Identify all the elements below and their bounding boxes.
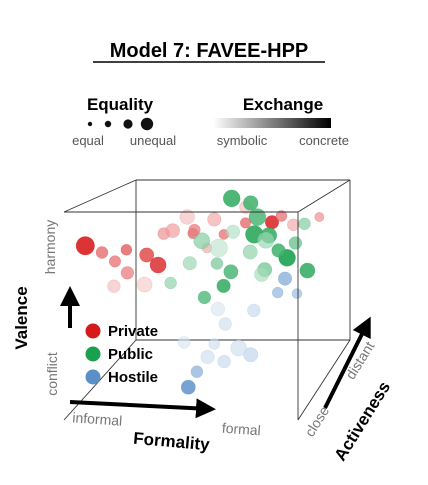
size-legend-low-label: equal	[72, 133, 104, 148]
point-public-11	[182, 256, 197, 271]
size-legend-dot-2	[104, 120, 112, 128]
series-legend: Private Public Hostile	[85, 323, 158, 386]
z-axis-high-label: harmony	[42, 220, 58, 274]
point-hostile-10	[277, 271, 292, 286]
point-hostile-1	[180, 379, 196, 395]
point-public-15	[254, 266, 269, 282]
point-private-12	[207, 212, 222, 227]
shade-legend-title: Exchange	[243, 95, 323, 114]
legend-label-hostile: Hostile	[108, 369, 158, 386]
size-legend-dot-1	[87, 121, 93, 127]
plot-box-front	[64, 211, 299, 420]
point-public-8	[242, 244, 258, 260]
z-axis-low-label: conflict	[44, 352, 60, 396]
x-axis-label: Formality	[133, 429, 211, 455]
y-axis-label: Activeness	[330, 378, 394, 464]
point-private-1	[75, 236, 95, 256]
x-axis-high-label: formal	[221, 420, 261, 439]
shade-legend-gradient-bar	[213, 118, 331, 128]
point-hostile-9	[272, 286, 284, 299]
point-private-19	[107, 279, 121, 293]
legend-label-public: Public	[108, 346, 153, 363]
point-hostile-11	[291, 288, 303, 299]
formality-axis-arrow	[69, 398, 216, 419]
point-public-9	[209, 238, 228, 258]
size-legend-title: Equality	[87, 95, 154, 114]
legend-label-private: Private	[108, 323, 158, 340]
point-private-14	[240, 217, 252, 229]
point-public-13	[216, 278, 231, 293]
points-layer	[75, 189, 325, 395]
point-public-22	[164, 276, 177, 290]
point-private-6	[139, 247, 155, 263]
size-legend-dot-4	[140, 117, 154, 131]
point-hostile-7	[218, 317, 232, 331]
point-private-7	[149, 256, 167, 274]
point-private-9	[165, 223, 180, 238]
point-private-21	[314, 212, 325, 222]
point-private-23	[179, 209, 195, 225]
point-private-11	[188, 223, 201, 236]
plot-box-back	[135, 179, 351, 341]
point-hostile-3	[200, 349, 215, 364]
point-private-2	[95, 246, 109, 259]
z-axis-label: Valence	[12, 286, 31, 349]
point-private-5	[120, 266, 134, 280]
chart-title: Model 7: FAVEE-HPP	[110, 40, 309, 62]
size-legend-dot-3	[123, 119, 133, 129]
plot-box-depth-edges	[63, 179, 351, 421]
point-public-19	[226, 224, 241, 239]
point-hostile-6	[243, 347, 259, 363]
size-legend-dots	[87, 117, 154, 131]
point-public-18	[257, 231, 275, 249]
point-public-20	[210, 257, 224, 270]
legend-swatch-private	[85, 323, 101, 339]
shade-legend-low-label: symbolic	[217, 133, 268, 148]
point-public-16	[288, 236, 303, 250]
point-private-3	[109, 255, 122, 268]
point-public-1	[223, 189, 241, 208]
size-legend-high-label: unequal	[130, 133, 176, 148]
point-hostile-14	[210, 301, 225, 316]
point-public-23	[298, 217, 311, 231]
legend-swatch-public	[85, 346, 101, 362]
point-public-14	[197, 290, 211, 305]
point-hostile-12	[177, 336, 191, 349]
point-private-4	[120, 244, 133, 256]
point-hostile-5	[230, 339, 247, 357]
x-axis-low-label: informal	[72, 409, 123, 428]
point-hostile-8	[247, 303, 261, 318]
point-private-18	[136, 276, 153, 293]
point-hostile-2	[190, 365, 204, 378]
shade-legend-high-label: concrete	[299, 133, 349, 148]
point-public-12	[223, 264, 239, 280]
activeness-axis-arrow	[323, 316, 371, 409]
point-public-17	[299, 262, 316, 279]
legend-swatch-hostile	[85, 369, 101, 385]
point-hostile-13	[208, 338, 221, 350]
point-public-2	[243, 195, 259, 211]
point-private-17	[287, 218, 300, 232]
point-hostile-4	[217, 355, 231, 369]
point-private-16	[275, 210, 288, 222]
point-public-3	[248, 208, 267, 226]
point-public-6	[271, 243, 286, 258]
point-public-10	[193, 232, 211, 250]
